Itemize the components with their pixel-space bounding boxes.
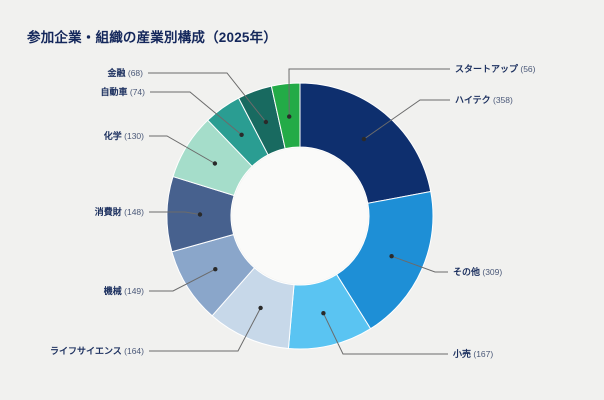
slice-label-2: 小売 (167) — [452, 348, 493, 359]
slice-label-8: 金融 (68) — [107, 67, 144, 78]
leader-line-2 — [322, 312, 448, 355]
slice-dot-5 — [197, 212, 203, 217]
donut-slice-9 — [270, 82, 301, 150]
slice-label-5: 消費財 (148) — [95, 206, 144, 217]
leader-line-6 — [149, 135, 216, 164]
leader-line-4 — [149, 268, 216, 292]
slice-label-4: 機械 (149) — [104, 285, 144, 296]
chart-title: 参加企業・組織の産業別構成（2025年） — [27, 30, 278, 45]
slice-dot-0 — [361, 136, 367, 142]
leader-line-1 — [391, 255, 448, 273]
slice-dot-3 — [258, 305, 263, 311]
slice-dot-1 — [389, 254, 394, 259]
slice-dot-8 — [263, 119, 269, 125]
leader-line-8 — [148, 72, 267, 123]
slice-dot-4 — [213, 267, 218, 272]
donut-slice-1 — [335, 190, 434, 330]
slice-label-6: 化学 (130) — [104, 130, 144, 141]
leader-line-3 — [149, 307, 262, 352]
leader-line-5 — [149, 211, 201, 215]
slice-label-1: その他 (309) — [453, 266, 502, 277]
leader-line-9 — [288, 68, 450, 117]
slice-dot-7 — [239, 132, 244, 137]
slice-dot-9 — [287, 114, 292, 119]
slice-label-9: スタートアップ (56) — [455, 63, 536, 74]
donut-slice-0 — [299, 82, 432, 204]
slice-label-3: ライフサイエンス (164) — [50, 346, 144, 356]
donut-hole — [232, 148, 368, 284]
slice-dot-6 — [212, 161, 218, 166]
leader-line-7 — [150, 91, 242, 136]
slice-dot-2 — [321, 311, 326, 316]
leader-line-0 — [363, 99, 450, 140]
slice-label-0: ハイテク (358) — [455, 95, 513, 105]
slice-label-7: 自動車 (74) — [101, 86, 146, 97]
